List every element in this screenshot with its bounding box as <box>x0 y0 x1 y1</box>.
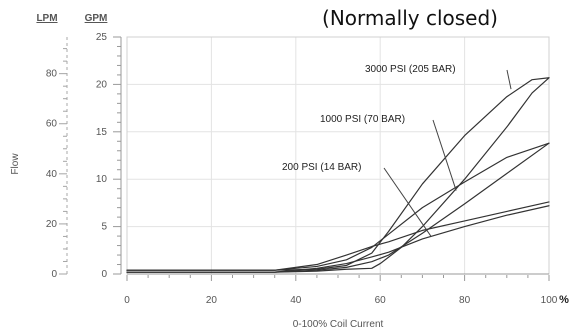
series-line-lower <box>126 77 550 273</box>
x-tick-label: 0 <box>124 295 130 306</box>
series-group <box>126 201 550 273</box>
lpm-tick-label: 0 <box>51 269 57 280</box>
annotation-layer: 3000 PSI (205 BAR) 1000 PSI (70 BAR) 200 P… <box>282 64 512 237</box>
series-group <box>126 77 550 273</box>
gpm-tick-label: 0 <box>101 269 107 280</box>
gpm-tick-label: 10 <box>96 174 108 185</box>
gpm-tick-label: 15 <box>96 127 108 138</box>
axis-layer: 0 20 40 60 80 100 0 5 10 15 20 25 0 20 40 60 80 <box>46 32 558 306</box>
lpm-unit-label: LPM <box>36 13 57 24</box>
x-tick-label: 80 <box>459 295 471 306</box>
series-annotation-label: 1000 PSI (70 BAR) <box>320 114 405 125</box>
x-tick-label: 100 <box>541 295 558 306</box>
gpm-unit-label: GPM <box>85 13 108 24</box>
plot-frame <box>126 36 550 275</box>
grid-layer <box>126 36 550 275</box>
series-line-upper <box>126 77 550 271</box>
series-annotation-label: 3000 PSI (205 BAR) <box>365 64 456 75</box>
lpm-tick-label: 80 <box>46 69 58 80</box>
x-axis-unit-label: % <box>559 294 569 306</box>
series-annotation-leader <box>432 119 457 191</box>
series-layer <box>126 77 550 273</box>
lpm-tick-label: 40 <box>46 169 58 180</box>
y-axis-title: Flow <box>10 153 21 175</box>
series-line-upper <box>126 201 550 271</box>
x-tick-label: 20 <box>206 295 218 306</box>
series-annotation-leader <box>506 69 512 90</box>
x-axis-title: 0-100% Coil Current <box>293 319 384 330</box>
gpm-tick-label: 20 <box>96 79 108 90</box>
gpm-tick-label: 25 <box>96 32 108 43</box>
series-annotation-label: 200 PSI (14 BAR) <box>282 162 361 173</box>
x-tick-label: 40 <box>290 295 302 306</box>
gpm-tick-label: 5 <box>101 222 107 233</box>
series-line-lower <box>126 205 550 273</box>
series-annotation-leader <box>383 167 432 237</box>
chart-subtitle: (Normally closed) <box>322 6 498 30</box>
lpm-tick-label: 60 <box>46 119 58 130</box>
x-tick-label: 60 <box>375 295 387 306</box>
lpm-tick-label: 20 <box>46 219 58 230</box>
